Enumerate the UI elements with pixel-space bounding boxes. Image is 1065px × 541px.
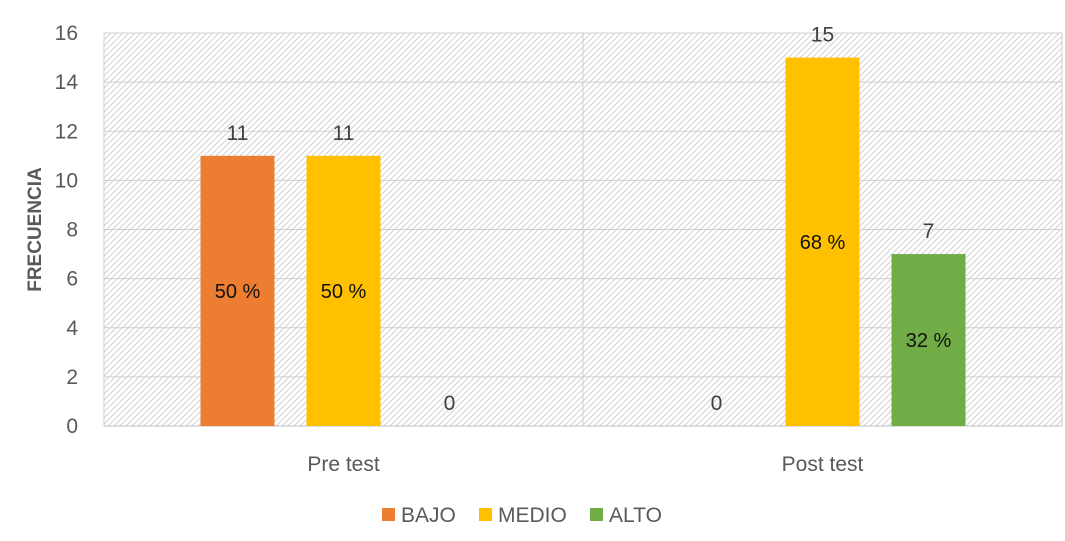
data-label-percent: 50 %: [321, 281, 367, 303]
x-category-label: Pre test: [307, 453, 380, 476]
y-tick-label: 12: [55, 120, 78, 143]
x-category-label: Post test: [782, 453, 864, 476]
data-label-percent: 32 %: [906, 330, 952, 352]
data-label-value: 0: [444, 392, 456, 415]
bar-medio: [306, 155, 381, 426]
data-label-percent: 50 %: [215, 281, 261, 303]
y-tick-label: 10: [55, 169, 78, 192]
legend-label-bajo: BAJO: [401, 504, 456, 527]
y-tick-label: 6: [66, 268, 78, 291]
y-tick-label: 14: [55, 71, 79, 94]
legend-swatch-alto: [590, 508, 603, 521]
legend-label-alto: ALTO: [609, 504, 662, 527]
y-tick-label: 8: [66, 219, 78, 242]
bar-alto: [891, 254, 966, 426]
data-label-percent: 68 %: [800, 232, 846, 254]
data-label-value: 7: [923, 220, 935, 243]
data-label-value: 0: [711, 392, 723, 415]
y-tick-label: 2: [66, 366, 78, 389]
legend-swatch-bajo: [382, 508, 395, 521]
y-tick-label: 16: [55, 22, 78, 45]
y-tick-label: 0: [66, 415, 78, 438]
legend-label-medio: MEDIO: [498, 504, 567, 527]
bar-bajo: [200, 155, 275, 426]
y-axis-title: FRECUENCIA: [25, 167, 46, 292]
data-label-value: 15: [811, 24, 834, 47]
y-tick-label: 4: [66, 317, 78, 340]
bar-medio: [785, 57, 860, 426]
data-label-value: 11: [227, 122, 249, 145]
data-label-value: 11: [333, 122, 355, 145]
legend-swatch-medio: [479, 508, 492, 521]
